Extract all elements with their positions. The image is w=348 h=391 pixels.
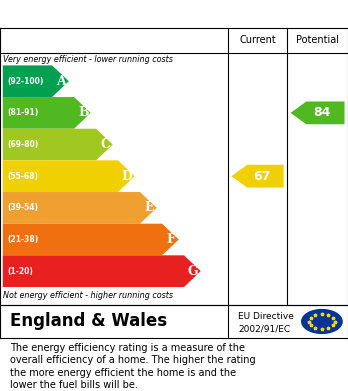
Text: F: F	[167, 233, 176, 246]
Text: Not energy efficient - higher running costs: Not energy efficient - higher running co…	[3, 292, 174, 301]
Polygon shape	[231, 165, 284, 188]
Text: 84: 84	[313, 106, 330, 119]
Text: (69-80): (69-80)	[7, 140, 38, 149]
Text: (39-54): (39-54)	[7, 203, 38, 212]
Text: Very energy efficient - lower running costs: Very energy efficient - lower running co…	[3, 55, 173, 64]
Text: Energy Efficiency Rating: Energy Efficiency Rating	[63, 7, 285, 22]
Text: 2002/91/EC: 2002/91/EC	[238, 324, 291, 333]
Text: (21-38): (21-38)	[7, 235, 38, 244]
Text: 67: 67	[253, 170, 270, 183]
Text: lower the fuel bills will be.: lower the fuel bills will be.	[10, 380, 138, 390]
Text: The energy efficiency rating is a measure of the: The energy efficiency rating is a measur…	[10, 343, 245, 353]
Text: England & Wales: England & Wales	[10, 312, 168, 330]
Text: D: D	[122, 170, 133, 183]
Text: overall efficiency of a home. The higher the rating: overall efficiency of a home. The higher…	[10, 355, 256, 366]
Text: B: B	[78, 106, 88, 119]
Polygon shape	[3, 255, 201, 287]
Polygon shape	[291, 102, 345, 124]
Polygon shape	[3, 160, 135, 192]
Polygon shape	[3, 129, 113, 160]
Polygon shape	[3, 65, 69, 97]
Text: (92-100): (92-100)	[7, 77, 44, 86]
Text: Current: Current	[239, 36, 276, 45]
Text: EU Directive: EU Directive	[238, 312, 294, 321]
Text: (81-91): (81-91)	[7, 108, 38, 117]
Polygon shape	[3, 224, 179, 255]
Text: (1-20): (1-20)	[7, 267, 33, 276]
Text: E: E	[144, 201, 154, 214]
Text: A: A	[56, 75, 66, 88]
Text: (55-68): (55-68)	[7, 172, 38, 181]
Polygon shape	[3, 97, 91, 129]
Text: Potential: Potential	[296, 36, 339, 45]
Text: G: G	[188, 265, 198, 278]
Text: C: C	[100, 138, 110, 151]
Polygon shape	[3, 192, 157, 224]
Ellipse shape	[302, 310, 342, 334]
Text: the more energy efficient the home is and the: the more energy efficient the home is an…	[10, 368, 237, 378]
